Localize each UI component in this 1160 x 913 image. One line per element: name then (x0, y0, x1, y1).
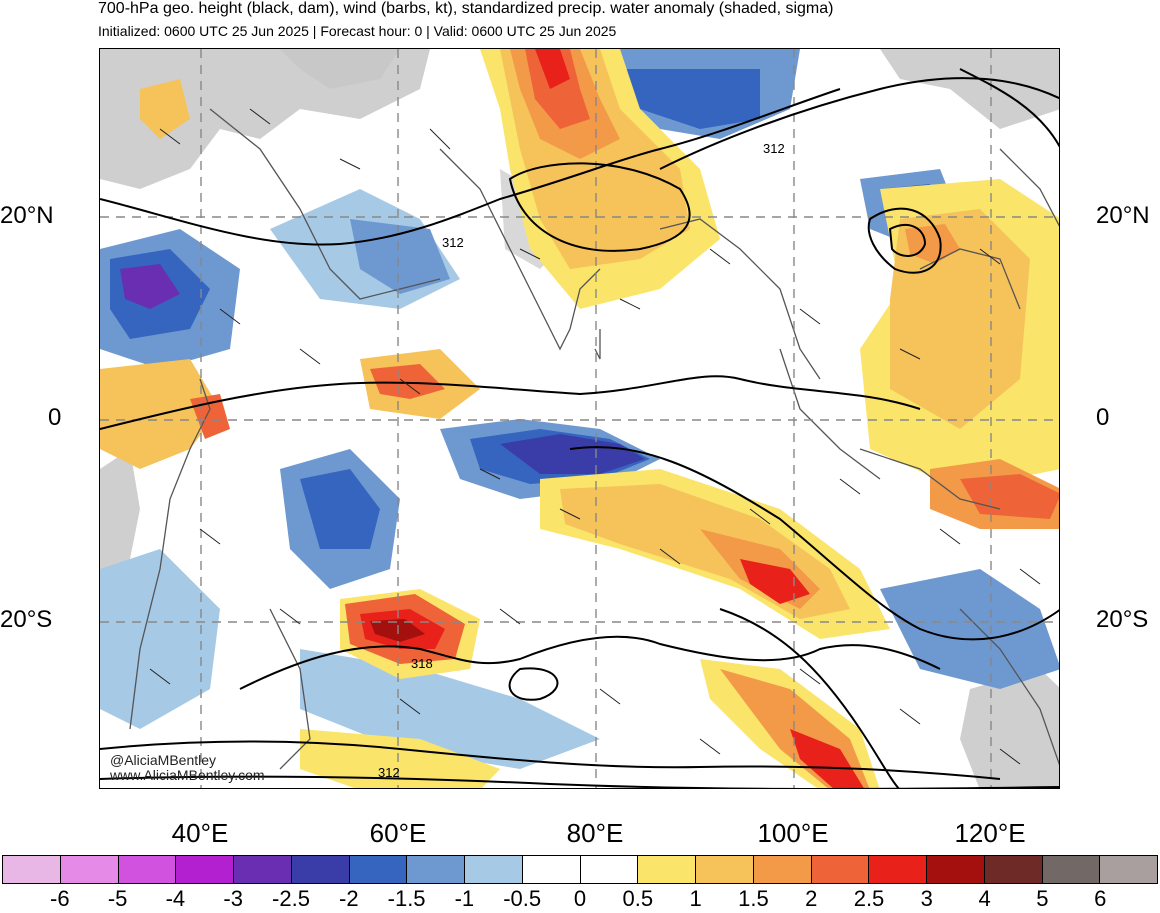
colorbar-swatch (291, 856, 350, 883)
lon-label: 120°E (954, 818, 1026, 848)
colorbar-label: -2.5 (272, 886, 310, 911)
colorbar-swatch (927, 856, 985, 883)
lat-label-right: 20°N (1096, 202, 1150, 229)
colorbar-label: -0.5 (503, 886, 542, 911)
lon-label: 100°E (757, 818, 829, 848)
height-contours (100, 68, 1059, 788)
lat-label-left: 20°N (0, 202, 54, 229)
colorbar-label: -2 (339, 886, 359, 911)
contour-label: 312 (378, 765, 400, 780)
colorbar-swatch (465, 856, 523, 883)
colorbar-label: 0.5 (622, 886, 654, 911)
map-panel: 312 312 318 312 (99, 48, 1060, 789)
colorbar-swatch (1100, 856, 1157, 883)
wind-barbs (149, 108, 1041, 765)
contour-label: 312 (763, 141, 785, 156)
colorbar-label: 4 (978, 886, 991, 911)
coastlines (129, 108, 1059, 770)
colorbar-swatch (60, 856, 119, 883)
colorbar-label: -4 (165, 886, 186, 911)
lat-label-right: 0 (1096, 404, 1110, 431)
contour-label: 312 (442, 235, 464, 250)
colorbar-label: -5 (107, 886, 128, 911)
lat-label-left: 0 (48, 404, 62, 431)
colorbar-label: -3 (223, 886, 243, 911)
colorbar-label: 2 (805, 886, 818, 911)
colorbar-swatch (580, 856, 639, 883)
colorbar-swatch (696, 856, 754, 883)
contour-label: 318 (411, 656, 433, 671)
colorbar-swatch (869, 856, 927, 883)
contour-labels: 312 312 318 312 (378, 141, 785, 780)
colorbar-label: 0 (573, 886, 587, 911)
colorbar-swatch (3, 856, 61, 883)
colorbar-swatch (407, 856, 465, 883)
credit-handle: @AliciaMBentley (110, 752, 217, 768)
colorbar-label: -1 (454, 886, 475, 911)
lon-label: 60°E (369, 818, 427, 848)
map-canvas: 312 312 318 312 (100, 49, 1059, 788)
map-title: 700-hPa geo. height (black, dam), wind (… (98, 0, 834, 17)
colorbar-swatch (118, 856, 177, 883)
colorbar-swatch (522, 856, 581, 883)
lat-label-right: 20°S (1096, 606, 1149, 633)
colorbar-label: 5 (1036, 886, 1049, 911)
colorbar-swatch (638, 856, 696, 883)
lat-label-left: 20°S (0, 606, 53, 633)
colorbar-label: 2.5 (853, 886, 885, 911)
colorbar-swatch (349, 856, 408, 883)
colorbar-swatch (753, 856, 812, 883)
colorbar-label: 3 (920, 886, 933, 911)
colorbar-swatch (984, 856, 1043, 883)
grid-lines (100, 49, 1059, 788)
credit-website: www.AliciaMBentley.com (110, 767, 265, 783)
colorbar-swatch (811, 856, 870, 883)
colorbar-label: -6 (50, 886, 70, 911)
colorbar-swatch (1042, 856, 1101, 883)
colorbar-swatch (234, 856, 292, 883)
colorbar (2, 855, 1158, 884)
lon-label: 40°E (171, 818, 229, 848)
anomaly-shading (100, 49, 1059, 788)
colorbar-label: 1.5 (738, 886, 769, 911)
colorbar-label: 1 (689, 886, 702, 911)
colorbar-label: -1.5 (387, 886, 426, 911)
lon-label: 80°E (566, 818, 624, 848)
map-subtitle: Initialized: 0600 UTC 25 Jun 2025 | Fore… (98, 23, 617, 39)
colorbar-label: 6 (1094, 886, 1107, 911)
colorbar-swatch (176, 856, 234, 883)
